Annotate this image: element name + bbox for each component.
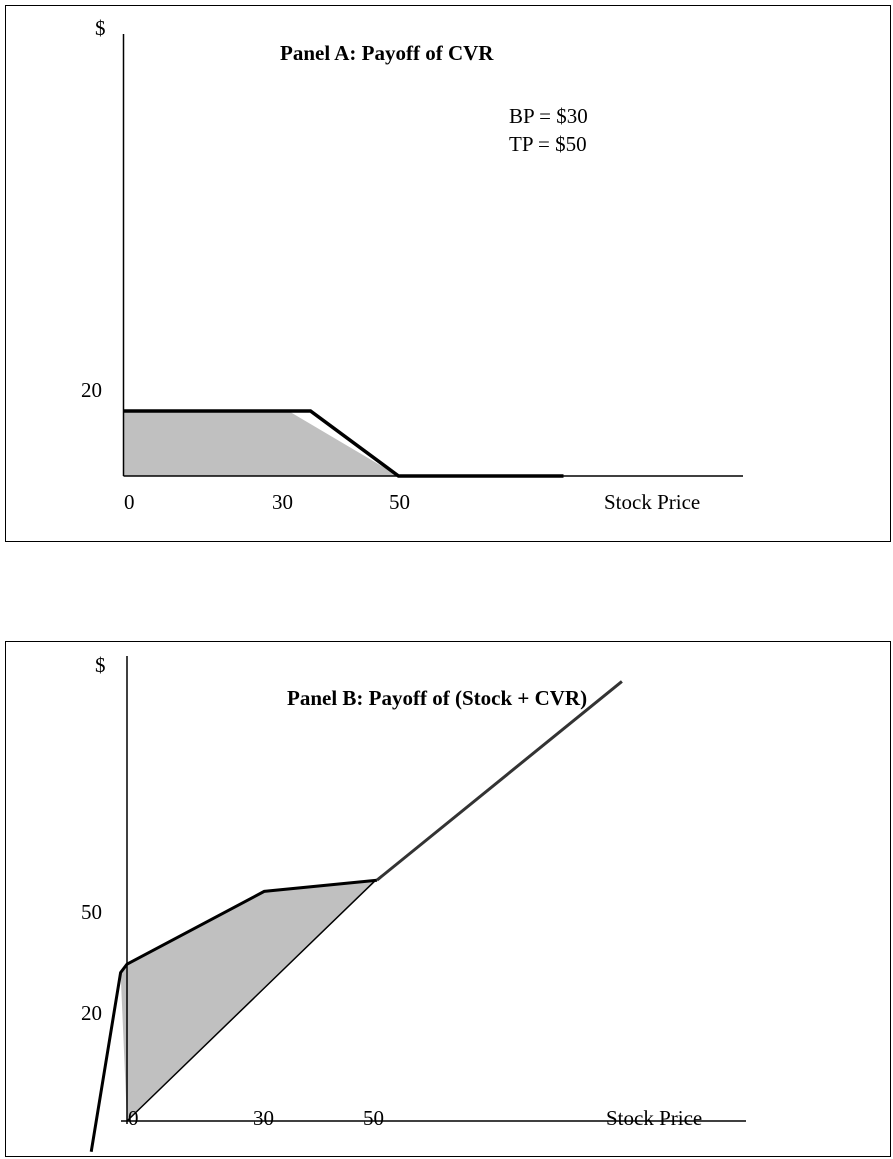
- y-tick-label: 20: [81, 378, 102, 402]
- panel-a: $ Panel A: Payoff of CVR BP = $30 TP = $…: [5, 5, 891, 542]
- annotation-tp: TP = $50: [509, 132, 587, 156]
- combined-payoff-line-extension: [375, 680, 623, 882]
- annotation-bp: BP = $30: [509, 104, 588, 128]
- payoff-line: [123, 409, 564, 478]
- panel-title: Panel B: Payoff of (Stock + CVR): [287, 686, 588, 710]
- x-tick-label: 0: [124, 490, 135, 514]
- combined-payoff-line: [89, 878, 378, 1153]
- x-tick-label: 50: [389, 490, 410, 514]
- panel-b: $ Panel B: Payoff of (Stock + CVR) 50 20…: [5, 641, 891, 1157]
- x-tick-label: 30: [272, 490, 293, 514]
- y-axis-label: $: [95, 16, 106, 40]
- x-tick-label: 50: [363, 1106, 384, 1130]
- y-axis-label: $: [95, 653, 106, 677]
- x-axis-label: Stock Price: [604, 490, 701, 514]
- x-tick-label: 0: [128, 1106, 139, 1130]
- y-tick-label: 50: [81, 900, 102, 924]
- panel-a-chart: [122, 34, 743, 478]
- x-axis-label: Stock Price: [606, 1106, 703, 1130]
- panel-b-chart: [89, 656, 746, 1153]
- y-tick-label: 20: [81, 1001, 102, 1025]
- panel-title: Panel A: Payoff of CVR: [280, 41, 494, 65]
- payoff-area: [123, 411, 399, 476]
- stock-line: [126, 880, 375, 1122]
- x-tick-label: 30: [253, 1106, 274, 1130]
